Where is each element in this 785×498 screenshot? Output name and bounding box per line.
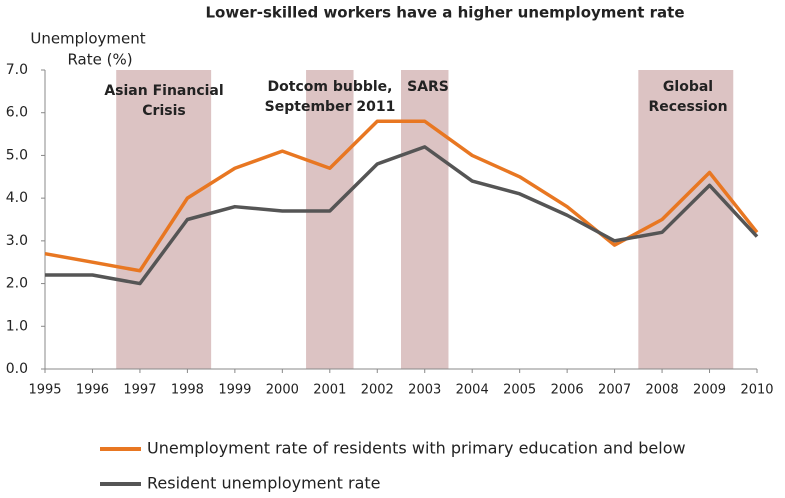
band-label: Crisis <box>142 103 185 119</box>
x-tick-label: 2003 <box>408 383 441 398</box>
x-tick-label: 2007 <box>598 383 631 398</box>
y-tick-label: 4.0 <box>6 190 28 206</box>
chart-title: Lower-skilled workers have a higher unem… <box>205 4 684 22</box>
y-tick-label: 1.0 <box>6 318 28 334</box>
x-tick-label: 2010 <box>740 383 773 398</box>
band-label: Asian Financial <box>104 83 223 99</box>
x-tick-label: 2009 <box>693 383 726 398</box>
band-label: SARS <box>407 79 449 95</box>
event-band <box>401 70 449 369</box>
x-tick-label: 1995 <box>28 383 61 398</box>
band-label: September 2011 <box>265 99 396 115</box>
event-band <box>638 70 734 369</box>
x-tick-label: 1996 <box>76 383 109 398</box>
x-tick-label: 2002 <box>361 383 394 398</box>
x-tick-label: 1998 <box>171 383 204 398</box>
band-label: Global <box>663 79 713 95</box>
y-tick-label: 2.0 <box>6 276 28 292</box>
y-tick-label: 6.0 <box>6 105 28 121</box>
y-tick-label: 7.0 <box>6 62 28 78</box>
y-axis-label: Rate (%) <box>67 51 132 69</box>
x-tick-label: 2008 <box>646 383 679 398</box>
legend-label: Unemployment rate of residents with prim… <box>147 439 686 458</box>
legend-label: Resident unemployment rate <box>147 474 381 493</box>
x-tick-label: 2000 <box>266 383 299 398</box>
x-tick-label: 2006 <box>551 383 584 398</box>
band-label: Dotcom bubble, <box>268 79 393 95</box>
x-tick-label: 2001 <box>313 383 346 398</box>
series-line <box>45 145 759 286</box>
x-tick-label: 1999 <box>218 383 251 398</box>
event-band <box>306 70 354 369</box>
y-tick-label: 3.0 <box>6 233 28 249</box>
y-axis-label: Unemployment <box>30 30 145 48</box>
x-tick-label: 2004 <box>456 383 489 398</box>
event-band <box>116 70 212 369</box>
x-tick-label: 1997 <box>123 383 156 398</box>
band-label: Recession <box>648 99 727 115</box>
y-tick-label: 5.0 <box>6 147 28 163</box>
series-line <box>44 119 759 273</box>
x-tick-label: 2005 <box>503 383 536 398</box>
y-tick-label: 0.0 <box>6 361 28 377</box>
